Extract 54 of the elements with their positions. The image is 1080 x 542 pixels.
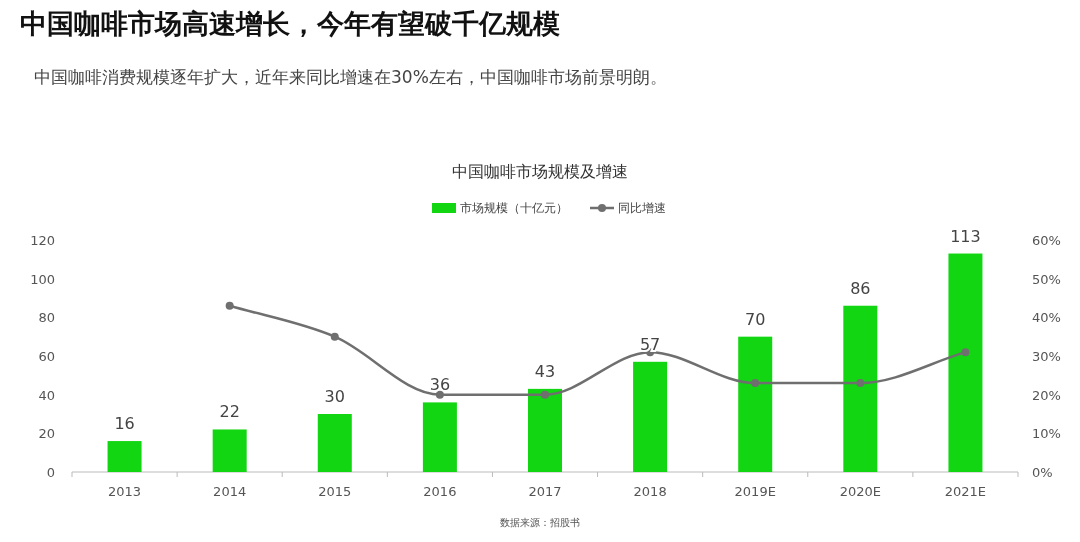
point <box>856 379 865 388</box>
point <box>751 379 760 388</box>
x-tick-label: 2018 <box>633 484 667 499</box>
bar <box>422 402 457 472</box>
y2-tick-label: 50% <box>1032 271 1061 287</box>
y2-tick-label: 0% <box>1032 465 1053 480</box>
y-tick-label: 20 <box>38 426 55 442</box>
data-label: 57 <box>639 334 661 354</box>
y2-tick-label: 30% <box>1032 349 1061 364</box>
bar <box>738 336 773 472</box>
data-label: 36 <box>429 375 451 395</box>
chart-title: 中国咖啡市场高速增长，今年有望破千亿规模 <box>20 8 560 39</box>
point <box>225 301 234 310</box>
point <box>330 332 339 341</box>
bar <box>633 361 668 472</box>
y-tick-label: 60 <box>38 349 55 364</box>
data-label: 70 <box>745 309 766 329</box>
source-note: 数据来源：招股书 <box>500 517 580 528</box>
y-tick-label: 80 <box>38 310 55 326</box>
x-tick-label: 2014 <box>213 484 247 499</box>
bar <box>212 429 247 472</box>
data-label: 86 <box>850 278 871 298</box>
bar <box>528 388 562 472</box>
y2-tick-label: 10% <box>1032 426 1061 442</box>
y2-tick-label: 20% <box>1032 387 1061 403</box>
point <box>961 348 970 357</box>
data-label: 16 <box>114 414 135 434</box>
x-tick-label: 2017 <box>528 484 562 499</box>
bar <box>843 305 878 472</box>
y2-tick-label: 60% <box>1032 233 1061 248</box>
bar <box>317 414 352 472</box>
legend-label: 市场规模（十亿元） <box>460 201 568 215</box>
bar <box>948 253 983 472</box>
x-tick-label: 2019E <box>734 484 776 499</box>
x-tick-label: 2013 <box>108 484 142 499</box>
y2-tick-label: 40% <box>1032 310 1061 326</box>
x-tick-label: 2020E <box>839 484 881 499</box>
point <box>541 390 549 399</box>
data-label: 22 <box>219 402 240 422</box>
legend-label: 同比增速 <box>618 201 666 215</box>
y-tick-label: 100 <box>30 271 55 287</box>
y-tick-label: 120 <box>30 233 55 248</box>
data-label: 30 <box>324 387 345 406</box>
data-label: 43 <box>534 361 556 381</box>
chart-subtitle: 中国咖啡消费规模逐年扩大，近年来同比增速在30%左右，中国咖啡市场前景明朗。 <box>34 67 667 87</box>
data-label: 113 <box>950 226 981 246</box>
x-tick-label: 2021E <box>944 484 987 499</box>
x-tick-label: 2016 <box>423 484 457 499</box>
bar <box>107 441 142 472</box>
x-tick-label: 2015 <box>318 484 352 499</box>
y-tick-label: 0 <box>46 465 55 480</box>
text: 中国咖啡市场规模及增速 <box>452 162 628 181</box>
y-tick-label: 40 <box>38 387 55 403</box>
point <box>435 390 444 399</box>
